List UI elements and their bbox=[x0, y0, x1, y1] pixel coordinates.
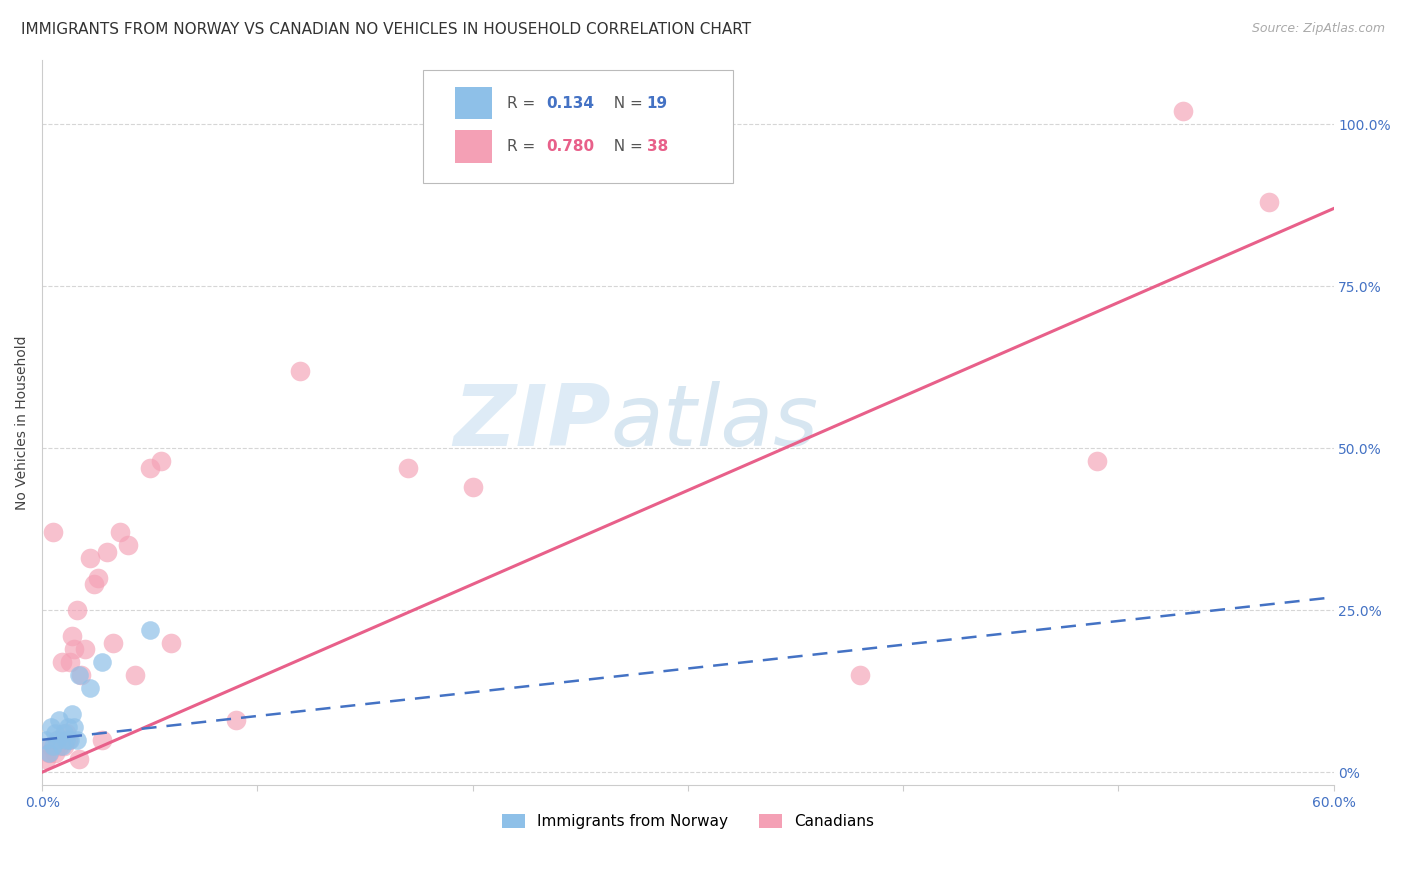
Point bbox=[67, 752, 90, 766]
Point bbox=[396, 460, 419, 475]
Text: Source: ZipAtlas.com: Source: ZipAtlas.com bbox=[1251, 22, 1385, 36]
Point bbox=[52, 726, 75, 740]
Point bbox=[1085, 454, 1108, 468]
Text: ZIP: ZIP bbox=[453, 381, 610, 464]
Point bbox=[83, 577, 105, 591]
Point bbox=[63, 720, 86, 734]
Point bbox=[87, 571, 110, 585]
Point bbox=[44, 726, 66, 740]
Point bbox=[66, 732, 89, 747]
Legend: Immigrants from Norway, Canadians: Immigrants from Norway, Canadians bbox=[496, 808, 880, 836]
Point bbox=[225, 714, 247, 728]
Point bbox=[1258, 195, 1281, 210]
Text: R =: R = bbox=[508, 95, 540, 111]
Point bbox=[67, 668, 90, 682]
Point bbox=[79, 681, 101, 695]
Point bbox=[91, 732, 114, 747]
Point bbox=[55, 726, 77, 740]
Point bbox=[44, 746, 66, 760]
Text: 0.780: 0.780 bbox=[546, 139, 593, 154]
Point bbox=[38, 746, 60, 760]
Point bbox=[39, 720, 62, 734]
Point bbox=[55, 732, 77, 747]
FancyBboxPatch shape bbox=[456, 130, 492, 163]
Point bbox=[63, 642, 86, 657]
Point bbox=[35, 732, 58, 747]
Text: N =: N = bbox=[605, 139, 648, 154]
Text: R =: R = bbox=[508, 139, 540, 154]
Point bbox=[124, 668, 146, 682]
Text: atlas: atlas bbox=[610, 381, 818, 464]
Text: N =: N = bbox=[605, 95, 648, 111]
Point bbox=[56, 720, 79, 734]
Point bbox=[60, 706, 83, 721]
Point bbox=[38, 746, 60, 760]
Text: 19: 19 bbox=[647, 95, 668, 111]
Point bbox=[96, 545, 118, 559]
Point bbox=[103, 635, 125, 649]
Point bbox=[59, 732, 82, 747]
Point bbox=[461, 480, 484, 494]
FancyBboxPatch shape bbox=[456, 87, 492, 120]
Point bbox=[52, 739, 75, 754]
Point bbox=[39, 739, 62, 754]
Point bbox=[46, 732, 69, 747]
Point bbox=[51, 739, 73, 754]
Point bbox=[48, 739, 70, 754]
Point bbox=[66, 603, 89, 617]
Point bbox=[42, 739, 65, 754]
Point bbox=[42, 525, 65, 540]
Point bbox=[35, 752, 58, 766]
Point bbox=[70, 668, 93, 682]
FancyBboxPatch shape bbox=[423, 70, 733, 183]
Point bbox=[75, 642, 97, 657]
Point bbox=[56, 732, 79, 747]
Point bbox=[60, 629, 83, 643]
Point bbox=[160, 635, 183, 649]
Text: IMMIGRANTS FROM NORWAY VS CANADIAN NO VEHICLES IN HOUSEHOLD CORRELATION CHART: IMMIGRANTS FROM NORWAY VS CANADIAN NO VE… bbox=[21, 22, 751, 37]
Point bbox=[91, 655, 114, 669]
Point bbox=[139, 623, 162, 637]
Point bbox=[79, 551, 101, 566]
Point bbox=[59, 655, 82, 669]
Point bbox=[48, 714, 70, 728]
Point bbox=[51, 655, 73, 669]
Text: 0.134: 0.134 bbox=[546, 95, 593, 111]
Point bbox=[849, 668, 872, 682]
Point bbox=[46, 732, 69, 747]
Y-axis label: No Vehicles in Household: No Vehicles in Household bbox=[15, 335, 30, 509]
Point bbox=[290, 363, 312, 377]
Point bbox=[117, 538, 139, 552]
Point bbox=[1171, 104, 1194, 119]
Point bbox=[149, 454, 172, 468]
Point bbox=[108, 525, 131, 540]
Text: 38: 38 bbox=[647, 139, 668, 154]
Point bbox=[139, 460, 162, 475]
